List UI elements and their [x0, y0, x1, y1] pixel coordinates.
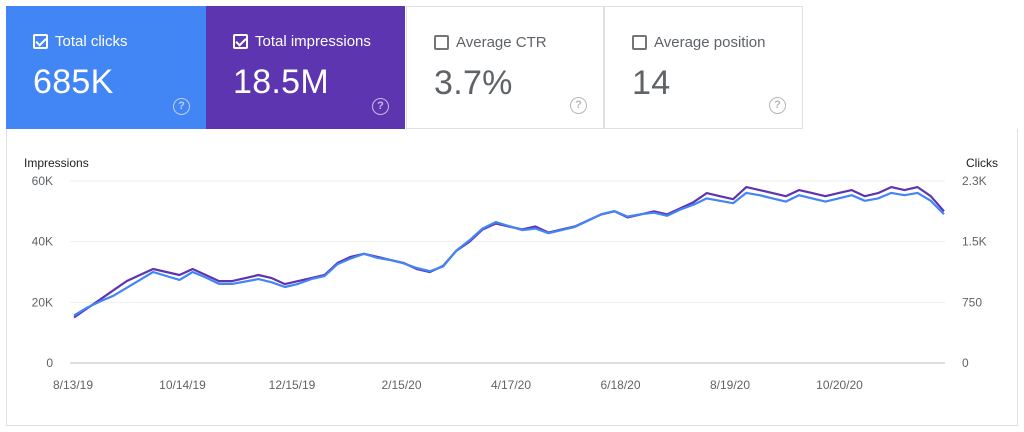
checkbox-checked-icon[interactable] — [33, 34, 48, 49]
chart-gridlines — [70, 180, 945, 364]
x-tick-label: 10/14/19 — [159, 378, 206, 392]
help-icon[interactable]: ? — [173, 98, 190, 115]
left-axis-title: Impressions — [24, 156, 89, 170]
metric-value: 14 — [632, 64, 671, 102]
right-tick-label: 2.3K — [962, 174, 987, 188]
metric-card-total-clicks[interactable]: Total clicks 685K ? — [6, 6, 206, 129]
clicks-series-line — [73, 191, 945, 317]
metric-label: Average CTR — [456, 34, 547, 51]
help-icon[interactable]: ? — [769, 97, 786, 114]
metric-card-average-ctr[interactable]: Average CTR 3.7% ? — [406, 6, 604, 129]
right-tick-label: 750 — [962, 295, 982, 309]
metric-card-header: Average position — [632, 34, 765, 51]
x-tick-label: 4/17/20 — [491, 378, 531, 392]
metric-label: Total clicks — [55, 33, 128, 50]
help-icon[interactable]: ? — [570, 97, 587, 114]
left-axis-ticks: 60K 40K 20K 0 — [32, 174, 54, 370]
x-tick-label: 8/19/20 — [710, 378, 750, 392]
left-tick-label: 60K — [32, 174, 53, 188]
right-axis-ticks: 2.3K 1.5K 750 0 — [962, 174, 987, 370]
metric-value: 18.5M — [233, 63, 329, 101]
checkbox-unchecked-icon[interactable] — [632, 35, 647, 50]
x-tick-label: 6/18/20 — [600, 378, 640, 392]
x-axis-ticks: 8/13/19 10/14/19 12/15/19 2/15/20 4/17/20 6/1… — [53, 378, 863, 392]
left-tick-label: 20K — [32, 295, 53, 309]
metric-card-total-impressions[interactable]: Total impressions 18.5M ? — [206, 6, 405, 129]
metric-value: 3.7% — [434, 64, 513, 102]
right-tick-label: 1.5K — [962, 235, 987, 249]
left-tick-label: 40K — [32, 235, 53, 249]
chart-lines — [73, 186, 945, 319]
help-icon[interactable]: ? — [372, 98, 389, 115]
x-tick-label: 10/20/20 — [816, 378, 863, 392]
checkbox-unchecked-icon[interactable] — [434, 35, 449, 50]
right-tick-label: 0 — [962, 356, 969, 370]
x-tick-label: 2/15/20 — [381, 378, 421, 392]
metric-label: Total impressions — [255, 33, 371, 50]
left-tick-label: 0 — [46, 356, 53, 370]
right-axis-title: Clicks — [966, 156, 998, 170]
x-tick-label: 12/15/19 — [269, 378, 316, 392]
metric-card-average-position[interactable]: Average position 14 ? — [604, 6, 803, 129]
metric-label: Average position — [654, 34, 766, 51]
metric-card-header: Total impressions — [233, 33, 371, 50]
impressions-series-line — [73, 186, 945, 319]
metric-cards: Total clicks 685K ? Total impressions 18… — [6, 6, 1018, 129]
metric-card-header: Average CTR — [434, 34, 547, 51]
checkbox-checked-icon[interactable] — [233, 34, 248, 49]
metric-card-header: Total clicks — [33, 33, 128, 50]
x-tick-label: 8/13/19 — [53, 378, 93, 392]
metric-value: 685K — [33, 63, 114, 101]
